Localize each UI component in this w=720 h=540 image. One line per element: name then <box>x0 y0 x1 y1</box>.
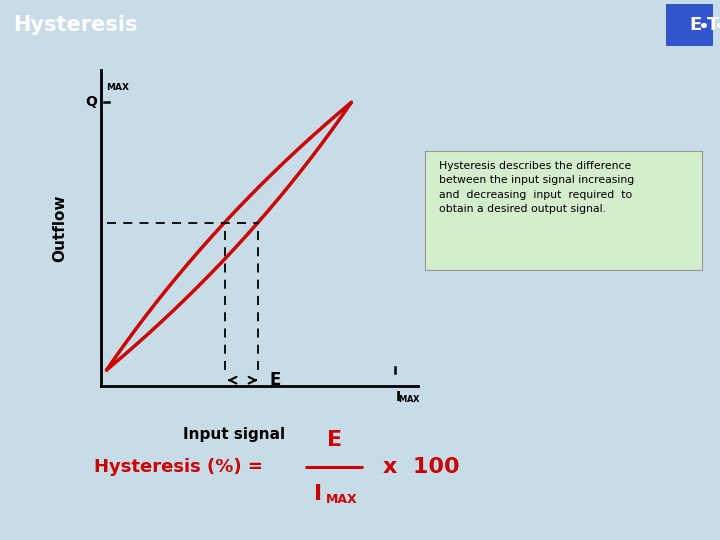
Text: $\mathbf{I}$: $\mathbf{I}$ <box>395 390 400 404</box>
Text: MAX: MAX <box>326 493 358 506</box>
Text: Hysteresis describes the difference
between the input signal increasing
and  dec: Hysteresis describes the difference betw… <box>438 161 634 214</box>
Text: I: I <box>315 484 323 504</box>
Text: Outflow: Outflow <box>52 194 67 262</box>
Text: Hysteresis: Hysteresis <box>13 15 138 35</box>
Text: Hysteresis (%) =: Hysteresis (%) = <box>94 458 263 476</box>
Text: E: E <box>326 430 342 450</box>
Text: Input signal: Input signal <box>183 427 285 442</box>
Text: $\mathbf{Q}$: $\mathbf{Q}$ <box>85 94 98 110</box>
Text: $\mathbf{MAX}$: $\mathbf{MAX}$ <box>107 80 131 92</box>
Text: E: E <box>690 16 702 34</box>
Text: E: E <box>269 371 281 389</box>
Text: $\mathbf{MAX}$: $\mathbf{MAX}$ <box>398 393 421 404</box>
FancyBboxPatch shape <box>666 4 713 46</box>
Text: T: T <box>706 16 719 34</box>
Text: x  100: x 100 <box>383 457 459 477</box>
